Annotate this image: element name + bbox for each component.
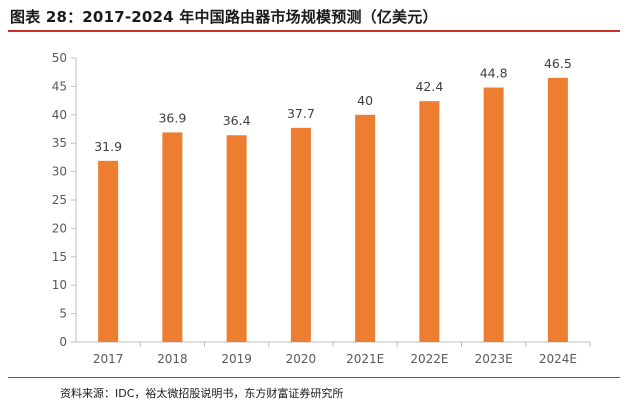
y-tick-label: 15 (52, 250, 67, 264)
bar-2024E (547, 77, 568, 342)
bar-2019 (226, 135, 247, 342)
x-tick-label: 2024E (539, 352, 577, 366)
bar-2022E (419, 101, 440, 342)
title-underline (8, 30, 620, 32)
bar-2017 (98, 160, 119, 342)
data-label: 36.9 (158, 110, 186, 125)
chart-title: 图表 28：2017-2024 年中国路由器市场规模预测（亿美元） (10, 8, 438, 26)
y-tick-label: 35 (52, 136, 67, 150)
x-tick-label: 2020 (286, 352, 317, 366)
y-tick-label: 45 (52, 79, 67, 93)
x-tick-label: 2022E (410, 352, 448, 366)
bar-2023E (483, 87, 504, 342)
x-tick-label: 2023E (475, 352, 513, 366)
source-note: 资料来源：IDC，裕太微招股说明书，东方财富证券研究所 (60, 387, 344, 400)
y-tick-label: 0 (59, 335, 67, 349)
x-tick-label: 2018 (157, 352, 188, 366)
bar-2020 (290, 127, 311, 342)
y-tick-label: 20 (52, 221, 67, 235)
source-divider (8, 377, 620, 378)
data-label: 40 (357, 93, 373, 108)
y-tick-label: 50 (52, 51, 67, 65)
y-tick-label: 30 (52, 165, 67, 179)
bar-2021E (355, 114, 376, 342)
data-label: 42.4 (415, 79, 443, 94)
data-label: 44.8 (480, 66, 508, 81)
data-label: 31.9 (94, 139, 122, 154)
y-tick-label: 25 (52, 193, 67, 207)
x-tick-label: 2019 (221, 352, 252, 366)
y-tick-label: 10 (52, 278, 67, 292)
data-label: 37.7 (287, 106, 315, 121)
data-label: 36.4 (223, 113, 251, 128)
bar-2018 (162, 132, 183, 342)
x-tick-label: 2021E (346, 352, 384, 366)
y-tick-label: 5 (59, 307, 67, 321)
data-label: 46.5 (544, 56, 572, 71)
x-tick-label: 2017 (93, 352, 124, 366)
y-tick-label: 40 (52, 108, 67, 122)
